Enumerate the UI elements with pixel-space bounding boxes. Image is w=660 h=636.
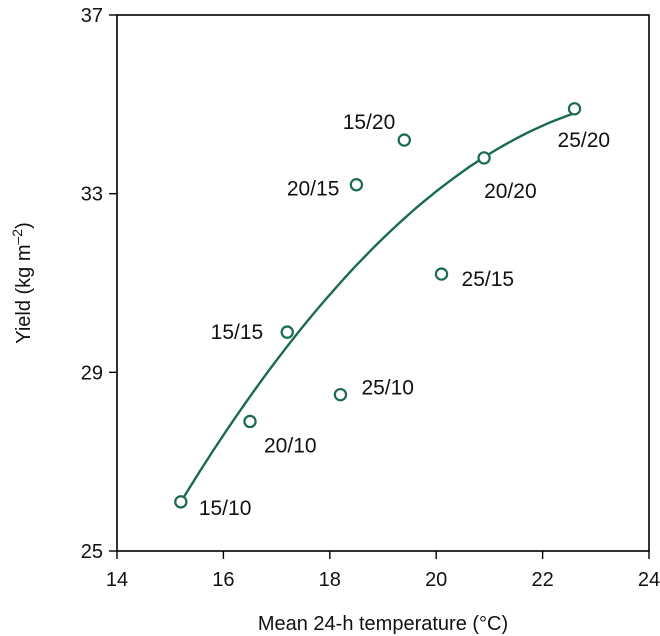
x-tick-label: 24 — [638, 569, 660, 591]
data-point-label: 20/15 — [287, 178, 340, 201]
x-tick-label: 14 — [106, 569, 128, 591]
x-tick-label: 20 — [425, 569, 447, 591]
y-axis-title-close: ) — [13, 222, 35, 229]
x-axis-title: Mean 24-h temperature (°C) — [258, 613, 508, 635]
y-tick-label: 37 — [81, 5, 103, 27]
data-point-marker — [174, 495, 188, 509]
x-tick-label: 18 — [319, 569, 341, 591]
data-point-label: 25/10 — [361, 377, 414, 400]
y-tick-label: 29 — [81, 362, 103, 384]
x-tick-label: 16 — [212, 569, 234, 591]
y-axis-title-superscript: –2 — [9, 229, 25, 245]
data-point-label: 15/20 — [343, 111, 396, 134]
data-point-label: 20/20 — [484, 180, 537, 203]
plot-frame — [116, 14, 650, 552]
data-point-marker — [280, 325, 294, 339]
data-point-labels: 15/10 20/10 15/15 25/10 20/15 15/20 25/15 20/20… — [199, 111, 610, 520]
y-axis-ticks: 25 29 33 37 — [81, 5, 117, 563]
data-point-marker — [349, 178, 364, 192]
data-point-label: 25/20 — [558, 129, 611, 152]
fitted-curve — [179, 112, 575, 503]
data-point-marker — [477, 151, 491, 165]
x-axis-ticks: 14 16 18 20 22 24 — [106, 551, 660, 591]
data-point-label: 25/15 — [462, 268, 515, 291]
plot-border — [116, 14, 650, 552]
y-axis-title: Yield (kg m–2) — [9, 222, 35, 344]
data-point-marker — [243, 414, 257, 429]
data-point-label: 20/10 — [264, 434, 317, 457]
data-point-marker — [434, 267, 449, 281]
data-point-marker — [333, 387, 348, 402]
data-point-marker — [397, 133, 411, 147]
y-axis-title-main: Yield (kg m — [13, 244, 35, 343]
y-tick-label: 25 — [81, 541, 103, 563]
data-point-marker — [567, 102, 582, 116]
data-point-label: 15/10 — [199, 497, 252, 520]
data-points — [174, 102, 582, 509]
y-tick-label: 33 — [81, 184, 103, 206]
data-point-label: 15/15 — [211, 321, 264, 344]
x-tick-label: 22 — [531, 569, 553, 591]
